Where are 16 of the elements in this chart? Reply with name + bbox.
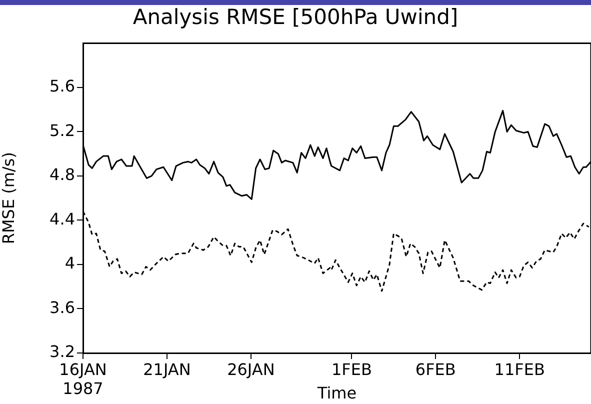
chart-title: Analysis RMSE [500hPa Uwind] (132, 5, 458, 30)
y-tick-label: 5.2 (50, 120, 75, 140)
y-tick-label: 4.4 (50, 209, 75, 228)
y-tick-label: 3.6 (50, 298, 75, 317)
x-tick-label: 6FEB (415, 360, 456, 379)
x-tick-label: 11FEB (494, 360, 545, 379)
x-tick-label: 16JAN 1987 (59, 360, 107, 398)
y-tick-label: 5.6 (50, 76, 75, 96)
y-tick-label: 4.8 (50, 165, 75, 184)
x-axis-title: Time (316, 384, 357, 403)
x-tick-label: 26JAN (227, 360, 275, 379)
x-tick-label: 1FEB (331, 360, 372, 379)
y-tick-label: 3.2 (50, 342, 75, 362)
y-axis-title: RMSE (m/s) (0, 152, 18, 244)
y-tick-label: 4 (64, 254, 75, 273)
x-tick-label: 21JAN (143, 360, 191, 379)
